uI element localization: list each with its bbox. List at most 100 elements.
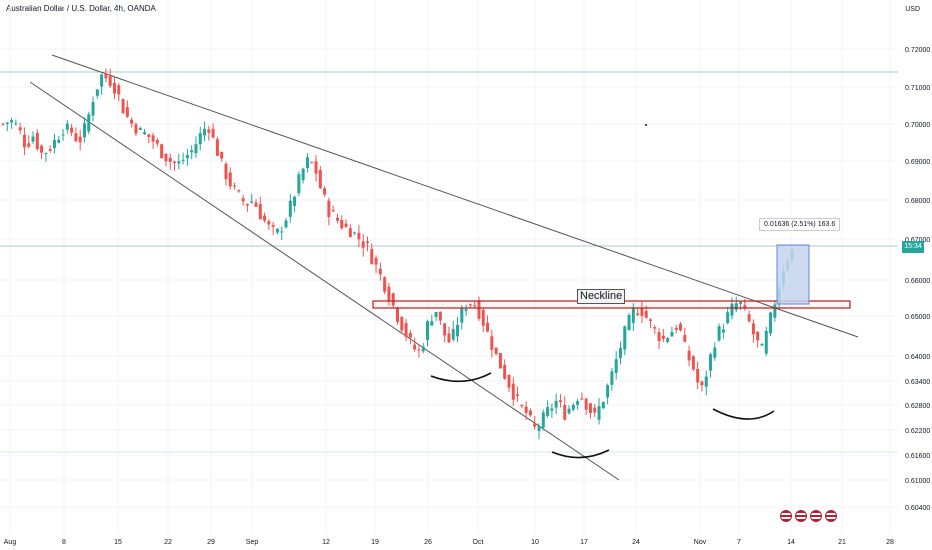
candle-body	[648, 319, 652, 321]
candle-body	[335, 217, 339, 221]
x-tick-label: 7	[737, 539, 741, 546]
x-tick-label: 28	[886, 539, 894, 546]
candle	[404, 319, 408, 342]
candle	[769, 311, 773, 337]
candle	[318, 166, 322, 189]
candle	[164, 153, 168, 167]
candle-body	[468, 304, 472, 306]
candle	[760, 343, 764, 346]
candle-body	[743, 305, 747, 308]
candle-body	[263, 215, 267, 221]
candle-body	[160, 144, 164, 159]
candle	[546, 400, 550, 418]
candle-body	[640, 308, 644, 316]
candle	[130, 117, 134, 128]
candle	[293, 195, 297, 213]
candle-body	[674, 327, 678, 330]
candle	[696, 361, 700, 390]
candle-body	[314, 161, 318, 174]
candle-body	[220, 151, 224, 159]
candle-body	[773, 304, 777, 318]
economic-event-icon[interactable]	[825, 510, 837, 522]
candle	[52, 133, 56, 154]
candle-body	[473, 305, 477, 307]
candle-body	[464, 309, 468, 312]
candle	[185, 148, 189, 166]
candle	[168, 153, 172, 170]
candle	[679, 321, 683, 332]
economic-events[interactable]	[780, 510, 837, 522]
candle	[666, 336, 670, 344]
candle-body	[691, 356, 695, 370]
x-tick-label: 10	[531, 539, 539, 546]
candle-body	[250, 201, 254, 203]
candle	[456, 316, 460, 343]
candle	[554, 393, 558, 415]
chart-overlays	[372, 124, 851, 459]
candle	[447, 326, 451, 344]
candle-body	[747, 314, 751, 322]
candle-body	[443, 323, 447, 336]
candle	[503, 359, 507, 380]
y-tick-label: 0.60400	[905, 505, 930, 512]
candle-body	[104, 73, 108, 79]
candle	[134, 122, 138, 136]
candle-body	[490, 336, 494, 350]
candle	[18, 122, 22, 135]
candle	[151, 132, 155, 150]
candle-body	[117, 85, 121, 95]
candle	[327, 197, 331, 226]
candle	[301, 167, 305, 184]
y-tick-label: 0.69000	[905, 159, 930, 166]
y-tick-label: 0.71000	[905, 85, 930, 92]
x-tick-label: 17	[580, 539, 588, 546]
candle-body	[618, 348, 622, 359]
neckline-label[interactable]: Neckline	[577, 289, 626, 304]
candle	[383, 276, 387, 295]
candle-body	[357, 232, 361, 240]
candle-body	[614, 359, 618, 373]
candle-body	[610, 371, 614, 385]
economic-event-icon[interactable]	[795, 510, 807, 522]
candle-body	[125, 107, 129, 117]
candle-body	[1, 123, 5, 125]
candle	[31, 131, 35, 144]
x-tick-label: Sep	[246, 539, 259, 546]
economic-event-icon[interactable]	[810, 510, 822, 522]
candle-body	[164, 153, 168, 162]
candle	[241, 194, 245, 206]
candle-body	[717, 326, 721, 341]
candle	[254, 199, 258, 207]
candle	[430, 314, 434, 327]
candle-body	[683, 335, 687, 342]
candle-body	[361, 241, 365, 248]
x-tick-label: 26	[424, 539, 432, 546]
candle-body	[760, 344, 764, 346]
candle	[709, 352, 713, 378]
candle-body	[310, 162, 314, 164]
candle-body	[670, 332, 674, 337]
candle	[70, 123, 74, 137]
candle-body	[721, 329, 725, 333]
candle	[61, 128, 65, 141]
candle-body	[593, 407, 597, 413]
candle	[498, 352, 502, 369]
candle	[704, 370, 708, 396]
candle	[271, 221, 275, 235]
candle	[245, 203, 249, 212]
candle	[335, 213, 339, 224]
y-tick-label: 0.63400	[905, 379, 930, 386]
economic-event-icon[interactable]	[780, 510, 792, 522]
candle	[670, 326, 674, 337]
candle-body	[254, 202, 258, 207]
candle-body	[284, 220, 288, 228]
candle-body	[657, 332, 661, 342]
candle	[27, 135, 31, 149]
candle-body	[498, 353, 502, 369]
horizontal-lines	[0, 71, 898, 453]
candle-body	[155, 140, 159, 144]
candle	[267, 219, 271, 230]
candle	[35, 129, 39, 151]
candle-body	[211, 128, 215, 138]
